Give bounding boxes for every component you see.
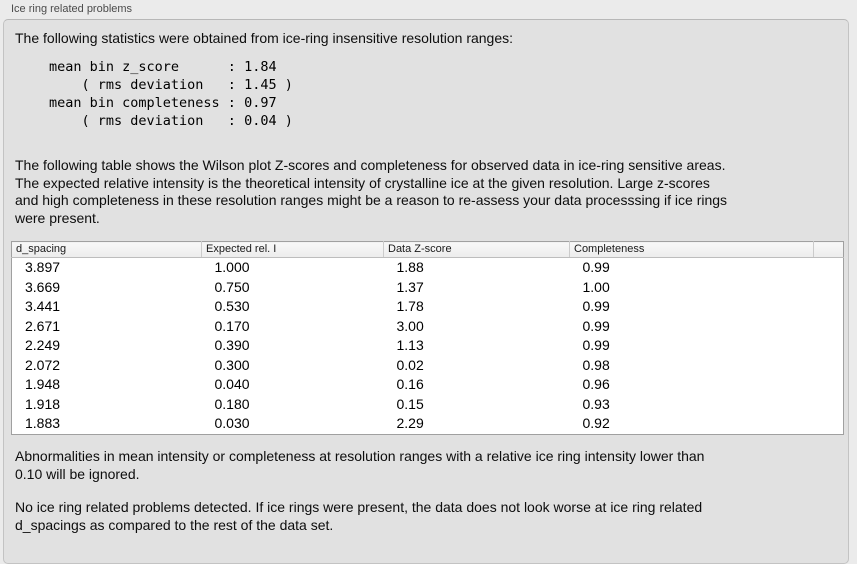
table-cell: 0.030 <box>214 415 250 431</box>
table-cell-empty <box>814 395 844 415</box>
table-cell: 1.948 <box>25 376 61 392</box>
table-cell: 0.96 <box>582 376 610 392</box>
table-cell: 0.98 <box>582 356 610 373</box>
table-cell: 2.072 <box>25 356 61 373</box>
table-cell: 2.671 <box>25 317 61 334</box>
table-cell: 3.00 <box>396 317 424 334</box>
table-row[interactable]: 1.918 0.180 0.15 0.93 <box>12 395 844 415</box>
table-cell: 0.390 <box>214 337 250 353</box>
table-cell: 1.88 <box>396 259 424 275</box>
table-cell: 3.669 <box>25 278 61 295</box>
table-cell-empty <box>814 297 844 317</box>
table-cell: 0.99 <box>582 259 610 275</box>
table-cell: 3.897 <box>25 259 61 275</box>
table-cell: 0.99 <box>582 337 610 353</box>
table-cell: 1.13 <box>396 337 424 353</box>
column-header-completeness[interactable]: Completeness <box>569 241 814 258</box>
table-cell: 0.170 <box>214 317 250 334</box>
table-header-row: d_spacing Expected rel. I Data Z-score C… <box>11 241 844 258</box>
table-cell: 1.78 <box>396 298 424 314</box>
column-header-d-spacing[interactable]: d_spacing <box>11 241 202 258</box>
column-header-empty <box>813 241 844 258</box>
table-cell-empty <box>814 356 844 376</box>
table-cell-empty <box>814 278 844 298</box>
table-cell-empty <box>814 317 844 337</box>
table-row[interactable]: 1.948 0.040 0.16 0.96 <box>12 375 844 395</box>
table-row[interactable]: 1.883 0.030 2.29 0.92 <box>12 414 844 434</box>
table-cell-empty <box>814 375 844 395</box>
table-row[interactable]: 2.671 0.170 3.00 0.99 <box>12 317 844 337</box>
table-cell: 0.750 <box>214 278 250 295</box>
conclusion-text: No ice ring related problems detected. I… <box>15 499 703 533</box>
table-cell: 1.37 <box>396 278 424 295</box>
table-cell-empty <box>814 414 844 434</box>
table-cell: 1.918 <box>25 395 61 412</box>
intro-text: The following statistics were obtained f… <box>15 30 514 46</box>
column-header-expected-rel-i[interactable]: Expected rel. I <box>201 241 384 258</box>
table-cell: 0.180 <box>214 395 250 412</box>
table-cell: 2.249 <box>25 337 61 353</box>
ice-ring-table[interactable]: d_spacing Expected rel. I Data Z-score C… <box>11 241 844 435</box>
ice-ring-groupbox: The following statistics were obtained f… <box>3 19 849 564</box>
table-cell-empty <box>814 336 844 356</box>
table-row[interactable]: 3.441 0.530 1.78 0.99 <box>12 297 844 317</box>
stats-block: mean bin z_score : 1.84 ( rms deviation … <box>49 59 293 129</box>
table-description: The following table shows the Wilson plo… <box>15 157 728 227</box>
table-row[interactable]: 3.669 0.750 1.37 1.00 <box>12 278 844 298</box>
table-cell: 0.15 <box>396 395 424 412</box>
table-cell: 1.00 <box>582 278 610 295</box>
table-cell: 2.29 <box>396 415 424 431</box>
table-row[interactable]: 3.897 1.000 1.88 0.99 <box>12 258 844 278</box>
table-row[interactable]: 2.249 0.390 1.13 0.99 <box>12 336 844 356</box>
ignore-note-text: Abnormalities in mean intensity or compl… <box>15 448 705 482</box>
table-cell: 0.93 <box>582 395 610 412</box>
table-row[interactable]: 2.072 0.300 0.02 0.98 <box>12 356 844 376</box>
table-cell: 0.02 <box>396 356 424 373</box>
table-body: 3.897 1.000 1.88 0.99 3.669 0.750 1.37 1.00 3.44… <box>12 258 844 435</box>
table-cell: 0.530 <box>214 298 250 314</box>
table-cell: 0.92 <box>582 415 610 431</box>
table-cell: 3.441 <box>25 298 61 314</box>
table-cell: 0.99 <box>582 298 610 314</box>
table-cell: 1.883 <box>25 415 61 431</box>
table-cell: 0.99 <box>582 317 610 334</box>
table-cell: 0.16 <box>396 376 424 392</box>
table-cell-empty <box>814 258 844 278</box>
table-cell: 0.300 <box>214 356 250 373</box>
panel-title: Ice ring related problems <box>11 3 133 15</box>
table-cell: 0.040 <box>214 376 250 392</box>
column-header-data-z-score[interactable]: Data Z-score <box>383 241 570 258</box>
table-cell: 1.000 <box>214 259 250 275</box>
